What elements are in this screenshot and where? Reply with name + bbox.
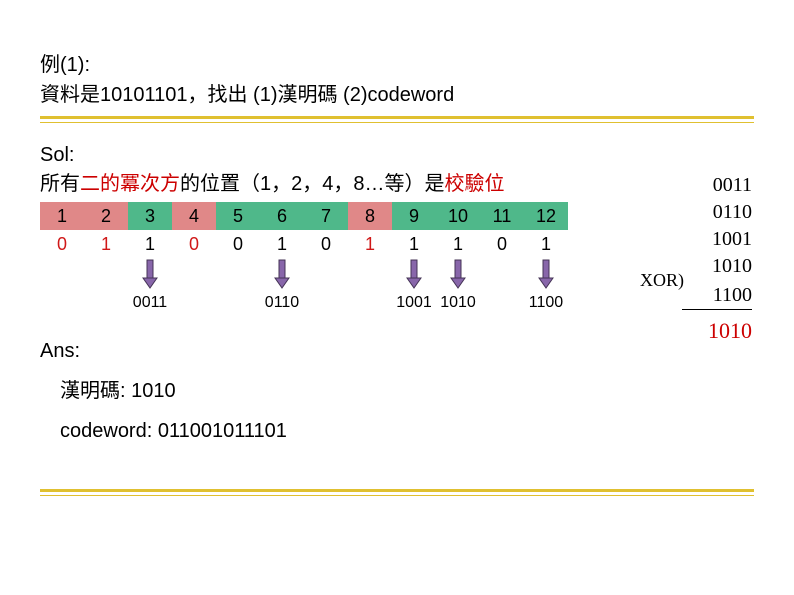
down-arrow-icon [141, 258, 159, 290]
table-col: 31 [128, 202, 172, 258]
arrow-slot [172, 258, 216, 294]
arrow-slot [128, 258, 172, 294]
table-value-cell: 0 [172, 230, 216, 258]
table-value-cell: 1 [524, 230, 568, 258]
arrow-slot [304, 258, 348, 294]
bin-label-slot [84, 294, 128, 312]
arrow-slot [216, 258, 260, 294]
table-value-cell: 0 [216, 230, 260, 258]
xor-operand: 1010 [682, 253, 752, 280]
xor-prefix: XOR) [640, 268, 684, 292]
arrow-slot [436, 258, 480, 294]
xor-operand: 0110 [682, 199, 752, 226]
table-col: 10 [40, 202, 84, 258]
arrow-slot [40, 258, 84, 294]
table-value-cell: 1 [436, 230, 480, 258]
bin-label-slot [304, 294, 348, 312]
sol-label: Sol: [40, 144, 754, 167]
bin-label-slot: 1010 [436, 294, 480, 312]
table-header-cell: 8 [348, 202, 392, 230]
table-value-cell: 1 [392, 230, 436, 258]
divider-top [40, 116, 754, 126]
table-header-cell: 5 [216, 202, 260, 230]
sol-sentence: 所有二的冪次方的位置（1，2，4，8…等）是校驗位 [40, 167, 754, 196]
table-col: 101 [436, 202, 480, 258]
arrow-slot [392, 258, 436, 294]
xor-below: 1100 [713, 284, 752, 306]
table-col: 91 [392, 202, 436, 258]
table-header-cell: 1 [40, 202, 84, 230]
bin-label: 1001 [396, 294, 432, 311]
bin-label-slot [172, 294, 216, 312]
bin-label-slot [40, 294, 84, 312]
bin-label: 0011 [133, 294, 167, 311]
xor-calc: 0011011010011010 XOR) 1100 1010 [682, 172, 752, 346]
bin-label-slot: 0011 [128, 294, 172, 312]
divider-bottom [40, 489, 754, 499]
arrow-slot [348, 258, 392, 294]
table-header-cell: 6 [260, 202, 304, 230]
table-col: 21 [84, 202, 128, 258]
arrow-slot [260, 258, 304, 294]
table-col: 81 [348, 202, 392, 258]
ans-line2: codeword: 011001011101 [60, 411, 754, 451]
table-value-cell: 1 [260, 230, 304, 258]
sol-red2: 校驗位 [445, 173, 505, 195]
table-header-cell: 11 [480, 202, 524, 230]
hamming-table: 102131405061708191101110121 001101101001… [40, 202, 754, 312]
table-col: 121 [524, 202, 568, 258]
prompt-line2: 資料是10101101，找出 (1)漢明碼 (2)codeword [40, 80, 754, 110]
table-col: 110 [480, 202, 524, 258]
bin-label-slot: 0110 [260, 294, 304, 312]
table-value-cell: 0 [40, 230, 84, 258]
table-header-cell: 3 [128, 202, 172, 230]
bin-label-slot: 1001 [392, 294, 436, 312]
table-header-cell: 9 [392, 202, 436, 230]
ans-line1: 漢明碼: 1010 [60, 371, 754, 411]
ans-label: Ans: [40, 340, 754, 363]
table-col: 50 [216, 202, 260, 258]
bin-label-slot: 1100 [524, 294, 568, 312]
xor-rule [682, 309, 752, 310]
table-value-cell: 0 [304, 230, 348, 258]
bin-label-slot [348, 294, 392, 312]
sol-pre: 所有 [40, 173, 80, 195]
table-header-cell: 7 [304, 202, 348, 230]
table-value-cell: 1 [84, 230, 128, 258]
sol-red1: 二的冪次方 [80, 173, 180, 195]
bin-label: 1010 [440, 294, 476, 311]
table-header-cell: 12 [524, 202, 568, 230]
table-value-cell: 0 [480, 230, 524, 258]
xor-operand: 0011 [682, 172, 752, 199]
bin-label-slot [216, 294, 260, 312]
sol-mid: 的位置（1，2，4，8…等）是 [180, 173, 445, 195]
table-header-cell: 4 [172, 202, 216, 230]
xor-operand: 1001 [682, 226, 752, 253]
table-header-cell: 10 [436, 202, 480, 230]
down-arrow-icon [449, 258, 467, 290]
arrow-slot [84, 258, 128, 294]
prompt-line1: 例(1): [40, 50, 754, 80]
table-col: 61 [260, 202, 304, 258]
bin-label: 1100 [529, 294, 563, 311]
bin-label-slot [480, 294, 524, 312]
table-col: 70 [304, 202, 348, 258]
xor-result: 1010 [682, 316, 752, 346]
table-col: 40 [172, 202, 216, 258]
down-arrow-icon [537, 258, 555, 290]
arrow-slot [480, 258, 524, 294]
table-header-cell: 2 [84, 202, 128, 230]
table-value-cell: 1 [128, 230, 172, 258]
bin-label: 0110 [265, 294, 299, 311]
table-value-cell: 1 [348, 230, 392, 258]
down-arrow-icon [273, 258, 291, 290]
down-arrow-icon [405, 258, 423, 290]
arrow-slot [524, 258, 568, 294]
